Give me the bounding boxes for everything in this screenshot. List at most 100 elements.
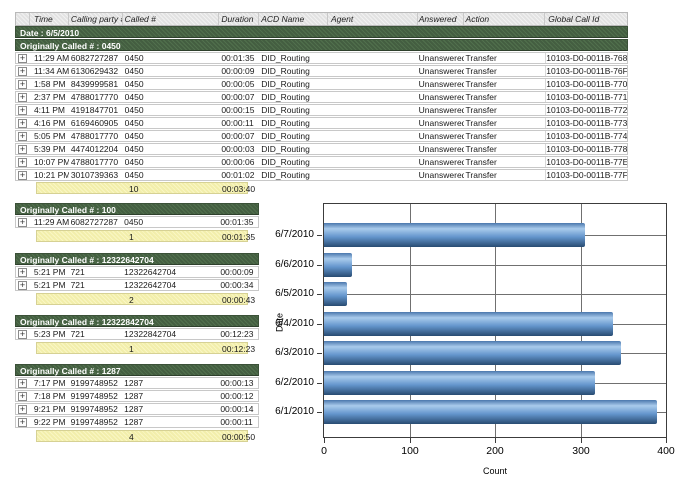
cell-answered: Unanswered — [418, 53, 464, 63]
cell-called: 12322842704 — [124, 329, 177, 339]
cell-calling-party: 8439999581 — [70, 79, 119, 89]
cell-duration: 00:00:14 — [220, 404, 254, 414]
cell-time: 11:29 AM — [33, 53, 69, 63]
column-header-calling-party[interactable]: Calling party # — [70, 13, 123, 25]
y-tick-label: 6/1/2010 — [275, 406, 314, 417]
cell-called: 12322642704 — [124, 280, 177, 290]
cell-action: Transfer — [465, 66, 497, 76]
y-axis-title: Date — [274, 313, 285, 333]
expand-button[interactable]: + — [18, 131, 27, 141]
cell-called: 0450 — [124, 105, 144, 115]
column-header-time[interactable]: Time — [30, 13, 69, 25]
cell-time: 5:21 PM — [33, 267, 66, 277]
cell-action: Transfer — [465, 105, 497, 115]
expand-button[interactable]: + — [18, 53, 27, 63]
chart-bar-6-6-2010[interactable] — [324, 253, 352, 277]
cell-duration: 00:01:35 — [221, 53, 255, 63]
expand-button[interactable]: + — [18, 105, 27, 115]
cell-time: 11:29 AM — [33, 217, 69, 227]
cell-calling-party: 3010739363 — [70, 170, 119, 180]
cell-duration: 00:00:03 — [221, 144, 255, 154]
cell-calling-party: 9199748952 — [70, 404, 118, 414]
group-section-0450: Originally Called # : 0450 +11:29 AM 60827… — [15, 39, 628, 194]
expand-button[interactable]: + — [18, 391, 27, 401]
cell-time: 7:17 PM — [33, 378, 66, 388]
cell-expand: + — [16, 92, 30, 102]
column-header-agent[interactable]: Agent — [328, 13, 418, 25]
call-row: +9:21 PM 9199748952 1287 00:00:14 — [15, 403, 259, 415]
y-tick-label: 6/7/2010 — [275, 229, 314, 240]
chart-bar-6-7-2010[interactable] — [324, 223, 585, 247]
cell-calling-party: 6082727287 — [70, 217, 118, 227]
column-header-answered[interactable]: Answered — [418, 13, 464, 25]
chart-bar-6-3-2010[interactable] — [324, 341, 621, 365]
x-tick-label: 200 — [486, 445, 504, 457]
call-row: +11:29 AM 6082727287 0450 00:01:35 — [15, 216, 259, 228]
x-tick-mark — [495, 438, 496, 443]
call-row: +10:07 PM 4788017770 0450 00:00:06 DID_Routi… — [15, 156, 628, 168]
cell-expand: + — [16, 417, 30, 427]
gridline-horizontal — [324, 294, 666, 295]
y-tick-mark — [317, 383, 322, 384]
column-header-duration[interactable]: Duration — [219, 13, 260, 25]
column-header-global-call-id[interactable]: Global Call Id — [548, 14, 600, 24]
expand-button[interactable]: + — [18, 378, 27, 388]
cell-time: 4:16 PM — [33, 118, 66, 128]
chart-bar-6-4-2010[interactable] — [324, 312, 613, 336]
cell-agent — [328, 66, 418, 76]
chart-bar-6-1-2010[interactable] — [324, 400, 657, 424]
chart-bar-6-2-2010[interactable] — [324, 371, 595, 395]
cell-time: 11:34 AM — [33, 66, 69, 76]
expand-button[interactable]: + — [18, 118, 27, 128]
expand-button[interactable]: + — [18, 404, 27, 414]
expand-button[interactable]: + — [18, 329, 27, 339]
cell-time: 4:11 PM — [33, 105, 65, 115]
y-tick-mark — [317, 412, 322, 413]
expand-button[interactable]: + — [18, 144, 27, 154]
cell-called: 1287 — [124, 404, 144, 414]
expand-button[interactable]: + — [18, 170, 27, 180]
expand-button[interactable]: + — [18, 417, 27, 427]
column-header-acd-name[interactable]: ACD Name — [259, 13, 328, 25]
cell-duration: 00:00:34 — [220, 280, 254, 290]
summary-count: 1 — [129, 232, 134, 242]
call-row: +5:05 PM 4788017770 0450 00:00:07 DID_Routin… — [15, 130, 628, 142]
chart-plot-area — [323, 203, 667, 438]
cell-acd-name: DID_Routing — [261, 131, 310, 141]
cell-time: 2:37 PM — [33, 92, 66, 102]
summary-duration: 00:12:23 — [222, 344, 256, 354]
x-tick-label: 0 — [321, 445, 327, 457]
cell-expand: + — [16, 53, 30, 63]
cell-time: 1:58 PM — [33, 79, 66, 89]
cell-duration: 00:00:12 — [220, 391, 254, 401]
column-header-action[interactable]: Action — [464, 13, 546, 25]
expand-button[interactable]: + — [18, 217, 27, 227]
cell-calling-party: 9199748952 — [70, 417, 118, 427]
call-row: +9:22 PM 9199748952 1287 00:00:11 — [15, 416, 259, 428]
expand-button[interactable]: + — [18, 92, 27, 102]
cell-agent — [328, 170, 418, 180]
expand-button[interactable]: + — [18, 79, 27, 89]
y-tick-label: 6/3/2010 — [275, 347, 314, 358]
summary-count: 4 — [129, 432, 134, 442]
cell-called: 12322642704 — [124, 267, 177, 277]
expand-button[interactable]: + — [18, 66, 27, 76]
chart-bar-6-5-2010[interactable] — [324, 282, 347, 306]
cell-global-call-id: 10103-D0-0011B-77F — [545, 170, 627, 180]
call-group-table: Originally Called # : 12322642704 +5:21 P… — [15, 253, 259, 305]
cell-expand: + — [16, 105, 30, 115]
call-group-table: Originally Called # : 1287 +7:17 PM 919974… — [15, 364, 259, 442]
expand-button[interactable]: + — [18, 157, 27, 167]
cell-calling-party: 6130629432 — [70, 66, 119, 76]
cell-duration: 00:00:13 — [220, 378, 254, 388]
expand-button[interactable]: + — [18, 267, 27, 277]
column-header-called[interactable]: Called # — [123, 13, 220, 25]
y-tick-mark — [317, 324, 322, 325]
expand-button[interactable]: + — [18, 280, 27, 290]
group-band: Originally Called # : 12322642704 — [15, 253, 259, 265]
cell-calling-party: 6169460905 — [70, 118, 119, 128]
cell-action: Transfer — [465, 79, 497, 89]
cell-agent — [328, 157, 418, 167]
y-tick-mark — [317, 235, 322, 236]
